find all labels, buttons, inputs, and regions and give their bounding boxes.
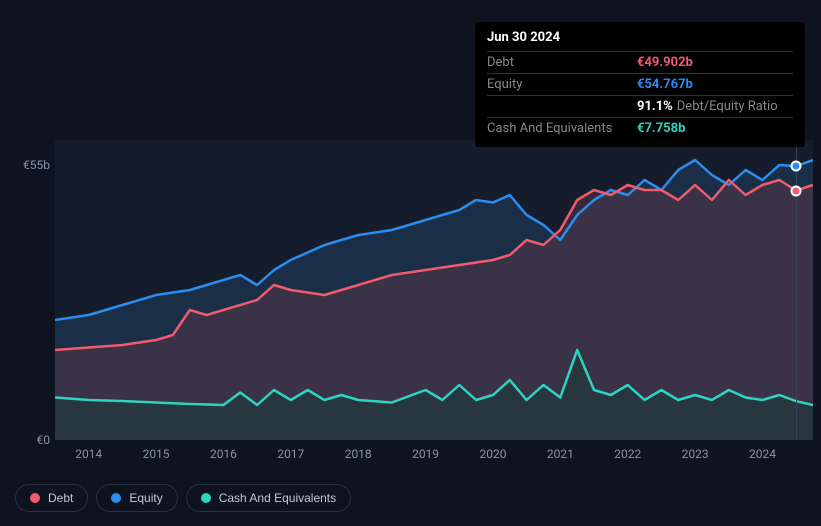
legend-dot-icon (30, 493, 40, 503)
x-axis-label: 2018 (345, 447, 372, 461)
tooltip-extra: Debt/Equity Ratio (677, 99, 778, 114)
legend-item-equity[interactable]: Equity (96, 484, 177, 512)
tooltip-row: 91.1% Debt/Equity Ratio (487, 95, 793, 117)
tooltip-row: Cash And Equivalents€7.758b (487, 117, 793, 139)
legend-item-debt[interactable]: Debt (15, 484, 88, 512)
tooltip-row: Debt€49.902b (487, 51, 793, 73)
tooltip-value: €54.767b (637, 77, 693, 92)
x-axis-label: 2019 (412, 447, 439, 461)
x-axis-label: 2022 (614, 447, 641, 461)
legend-label: Equity (129, 491, 162, 505)
x-axis: 2014 2015 2016 2017 2018 2019 2020 2021 2022 2023… (55, 447, 813, 465)
y-axis-label: €55b (15, 158, 50, 172)
tooltip-label: Cash And Equivalents (487, 121, 637, 136)
plot-area[interactable] (55, 140, 813, 440)
y-axis-label: €0 (15, 433, 50, 447)
x-axis-label: 2020 (479, 447, 506, 461)
legend-item-cash-and-equivalents[interactable]: Cash And Equivalents (186, 484, 351, 512)
tooltip-date: Jun 30 2024 (487, 30, 793, 51)
chart-tooltip: Jun 30 2024 Debt€49.902bEquity€54.767b91… (475, 22, 805, 147)
x-axis-label: 2023 (682, 447, 709, 461)
legend: Debt Equity Cash And Equivalents (15, 484, 351, 512)
tooltip-value: €49.902b (637, 55, 693, 70)
legend-label: Cash And Equivalents (219, 491, 336, 505)
legend-dot-icon (201, 493, 211, 503)
x-axis-label: 2014 (75, 447, 102, 461)
tooltip-label: Equity (487, 77, 637, 92)
tooltip-label: Debt (487, 55, 637, 70)
x-axis-label: 2024 (749, 447, 776, 461)
tooltip-label (487, 99, 637, 114)
legend-dot-icon (111, 493, 121, 503)
series-marker-debt (791, 185, 802, 196)
tooltip-row: Equity€54.767b (487, 73, 793, 95)
x-axis-label: 2021 (547, 447, 574, 461)
chart-container: €0€55b 201420152016201720182019202020212… (15, 120, 813, 465)
tooltip-value: 91.1% (637, 99, 673, 114)
legend-label: Debt (48, 491, 73, 505)
series-marker-equity (791, 161, 802, 172)
x-axis-label: 2016 (210, 447, 237, 461)
x-axis-label: 2017 (277, 447, 304, 461)
x-axis-label: 2015 (143, 447, 170, 461)
tooltip-value: €7.758b (637, 121, 685, 136)
